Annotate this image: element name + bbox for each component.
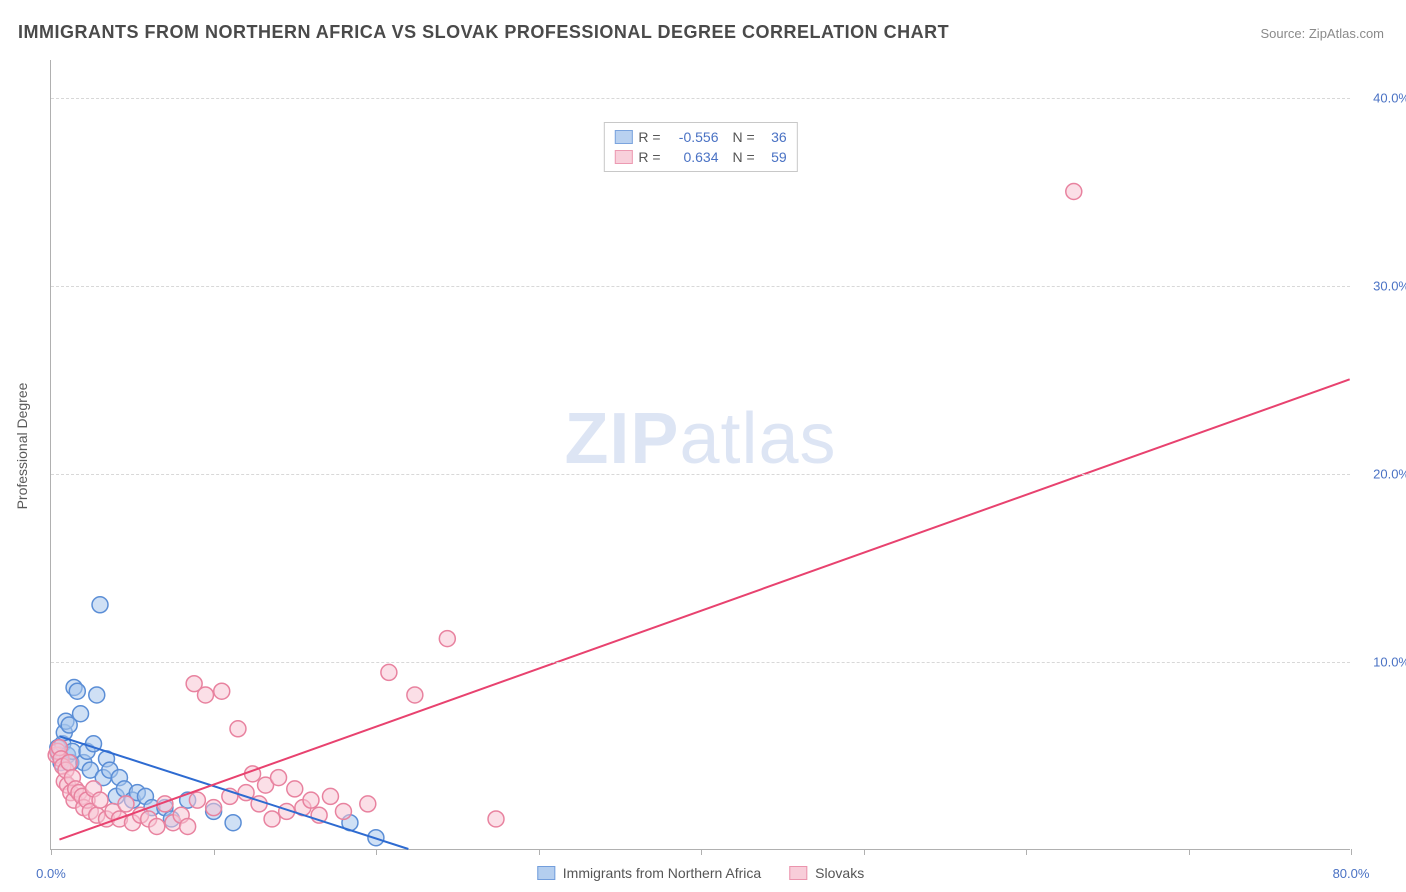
chart-title: IMMIGRANTS FROM NORTHERN AFRICA VS SLOVA… [18,22,949,43]
scatter-point-slovaks [439,631,455,647]
scatter-point-slovaks [61,755,77,771]
scatter-point-slovaks [488,811,504,827]
scatter-point-slovaks [118,796,134,812]
legend-n-value: 59 [761,149,787,165]
y-axis-title: Professional Degree [14,383,30,510]
x-tick [1026,849,1027,855]
scatter-point-slovaks [264,811,280,827]
y-tick-label: 30.0% [1373,278,1406,293]
gridline [51,662,1350,663]
scatter-point-slovaks [180,818,196,834]
x-tick-label: 80.0% [1333,866,1370,881]
legend-r-label: R = [638,149,660,165]
scatter-point-slovaks [335,803,351,819]
y-tick-label: 40.0% [1373,90,1406,105]
legend-row-northern_africa: R = -0.556 N = 36 [614,127,786,147]
x-tick-label: 0.0% [36,866,66,881]
gridline [51,98,1350,99]
scatter-point-slovaks [303,792,319,808]
scatter-point-slovaks [322,788,338,804]
y-tick-label: 10.0% [1373,654,1406,669]
scatter-point-slovaks [1066,184,1082,200]
scatter-point-northern_africa [225,815,241,831]
x-tick [214,849,215,855]
plot-area: ZIPatlas R = -0.556 N = 36 R = 0.634 N =… [50,60,1350,850]
statistics-legend: R = -0.556 N = 36 R = 0.634 N = 59 [603,122,797,172]
scatter-point-slovaks [214,683,230,699]
scatter-point-northern_africa [89,687,105,703]
source-label: Source: ZipAtlas.com [1260,26,1384,41]
scatter-point-northern_africa [73,706,89,722]
series-legend-item-slovaks: Slovaks [789,865,864,881]
x-tick [864,849,865,855]
y-tick-label: 20.0% [1373,466,1406,481]
series-name: Immigrants from Northern Africa [563,865,761,881]
series-name: Slovaks [815,865,864,881]
legend-n-label: N = [733,149,755,165]
scatter-point-slovaks [92,792,108,808]
x-tick [701,849,702,855]
scatter-point-slovaks [149,818,165,834]
gridline [51,474,1350,475]
gridline [51,286,1350,287]
legend-row-slovaks: R = 0.634 N = 59 [614,147,786,167]
legend-swatch [614,130,632,144]
trend-line-slovaks [59,379,1349,839]
scatter-point-slovaks [381,664,397,680]
legend-r-label: R = [638,129,660,145]
scatter-point-slovaks [189,792,205,808]
scatter-point-slovaks [271,770,287,786]
scatter-point-slovaks [287,781,303,797]
scatter-point-northern_africa [69,683,85,699]
legend-swatch [614,150,632,164]
legend-swatch [789,866,807,880]
scatter-point-northern_africa [92,597,108,613]
legend-r-value: 0.634 [669,149,719,165]
legend-swatch [537,866,555,880]
x-tick [539,849,540,855]
scatter-point-slovaks [407,687,423,703]
legend-n-label: N = [733,129,755,145]
scatter-point-slovaks [198,687,214,703]
x-tick [1189,849,1190,855]
scatter-point-slovaks [360,796,376,812]
x-tick [51,849,52,855]
legend-r-value: -0.556 [669,129,719,145]
x-tick [1351,849,1352,855]
x-tick [376,849,377,855]
legend-n-value: 36 [761,129,787,145]
scatter-point-slovaks [230,721,246,737]
plot-svg [51,60,1350,849]
series-legend-item-northern_africa: Immigrants from Northern Africa [537,865,761,881]
series-legend: Immigrants from Northern Africa Slovaks [537,865,864,881]
scatter-point-slovaks [206,800,222,816]
